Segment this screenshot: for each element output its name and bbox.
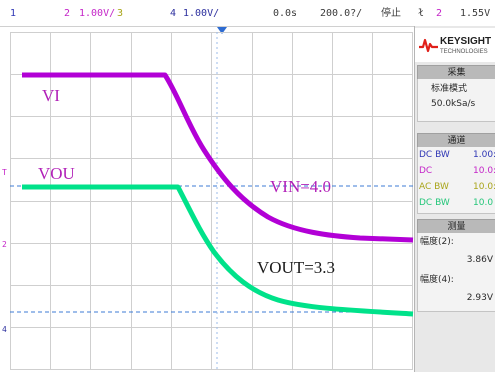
side-panel: KEYSIGHT TECHNOLOGIES 采集 标准模式 50.0kSa/s … — [414, 26, 495, 372]
channel-1-indicator[interactable]: 1 — [10, 8, 17, 19]
measure-section: 幅度(2): 3.86V 幅度(4): 2.93V — [417, 233, 495, 312]
trigger-source: 2 — [436, 8, 443, 19]
grid-line-h — [10, 116, 413, 117]
ch2-scale: 10.0: — [473, 166, 495, 176]
channel-header[interactable]: 通道 — [417, 133, 495, 148]
measure-1-label: 幅度(2): — [420, 237, 454, 247]
acquire-section: 标准模式 50.0kSa/s — [417, 79, 495, 122]
measure-header[interactable]: 测量 — [417, 219, 495, 234]
ch3-coupling: AC BW — [419, 182, 449, 192]
annotation-vi: VI — [42, 86, 60, 105]
measure-2-label: 幅度(4): — [420, 275, 454, 285]
ch2-ground-marker[interactable]: 2 — [2, 240, 7, 249]
trigger-position-marker-icon[interactable] — [217, 27, 227, 34]
annotation-vin: VIN=4.0 — [270, 177, 332, 196]
grid-line-h — [10, 285, 413, 286]
brand-logo: KEYSIGHT TECHNOLOGIES — [415, 28, 495, 62]
trigger-edge-icon: ł — [418, 8, 425, 19]
grid-line-h — [10, 243, 413, 244]
grid-line-h — [10, 201, 413, 202]
ch4-scale: 10.0 — [473, 198, 494, 208]
ch1-scale: 1.00: — [473, 150, 495, 160]
time-delay: 0.0s — [273, 8, 298, 19]
ch4-coupling: DC BW — [419, 198, 450, 208]
ch2-trace — [22, 72, 414, 243]
trigger-level: 1.55V — [460, 8, 491, 19]
grid-line-h — [10, 74, 413, 75]
ch2-coupling: DC — [419, 166, 433, 176]
channel-4-scale: 1.00V/ — [183, 8, 220, 19]
run-state[interactable]: 停止 — [381, 8, 401, 19]
channel-section: DC BW 1.00: DC 10.0: AC BW 10.0: DC BW 1… — [417, 147, 495, 214]
sample-rate: 50.0kSa/s — [431, 99, 476, 109]
trigger-level-marker[interactable]: T — [2, 168, 7, 177]
ch3-scale: 10.0: — [473, 182, 495, 192]
ch1-coupling: DC BW — [419, 150, 450, 160]
measure-1-value: 3.86V — [466, 255, 493, 265]
keysight-wave-icon — [419, 38, 438, 53]
time-scale: 200.0?/ — [320, 8, 363, 19]
acquire-header[interactable]: 采集 — [417, 65, 495, 80]
channel-2-indicator[interactable]: 2 — [64, 8, 71, 19]
ch4-trace — [22, 184, 414, 317]
channel-4-indicator[interactable]: 4 — [170, 8, 177, 19]
ch4-ground-marker[interactable]: 4 — [2, 325, 7, 334]
brand-name: KEYSIGHT — [440, 36, 492, 47]
measure-2-value: 2.93V — [466, 293, 493, 303]
grid-line-h — [10, 369, 413, 370]
annotation-vout: VOUT=3.3 — [257, 258, 336, 277]
top-status-bar: 1 2 1.00V/ 3 4 1.00V/ 0.0s 200.0?/ 停止 ł … — [0, 0, 495, 27]
grid-line-h — [10, 32, 413, 33]
acquire-mode: 标准模式 — [431, 84, 468, 94]
channel-3-indicator[interactable]: 3 — [117, 8, 124, 19]
channel-2-scale: 1.00V/ — [79, 8, 116, 19]
brand-subtitle: TECHNOLOGIES — [440, 49, 488, 55]
annotation-vou: VOU — [38, 164, 75, 183]
grid-line-h — [10, 327, 413, 328]
